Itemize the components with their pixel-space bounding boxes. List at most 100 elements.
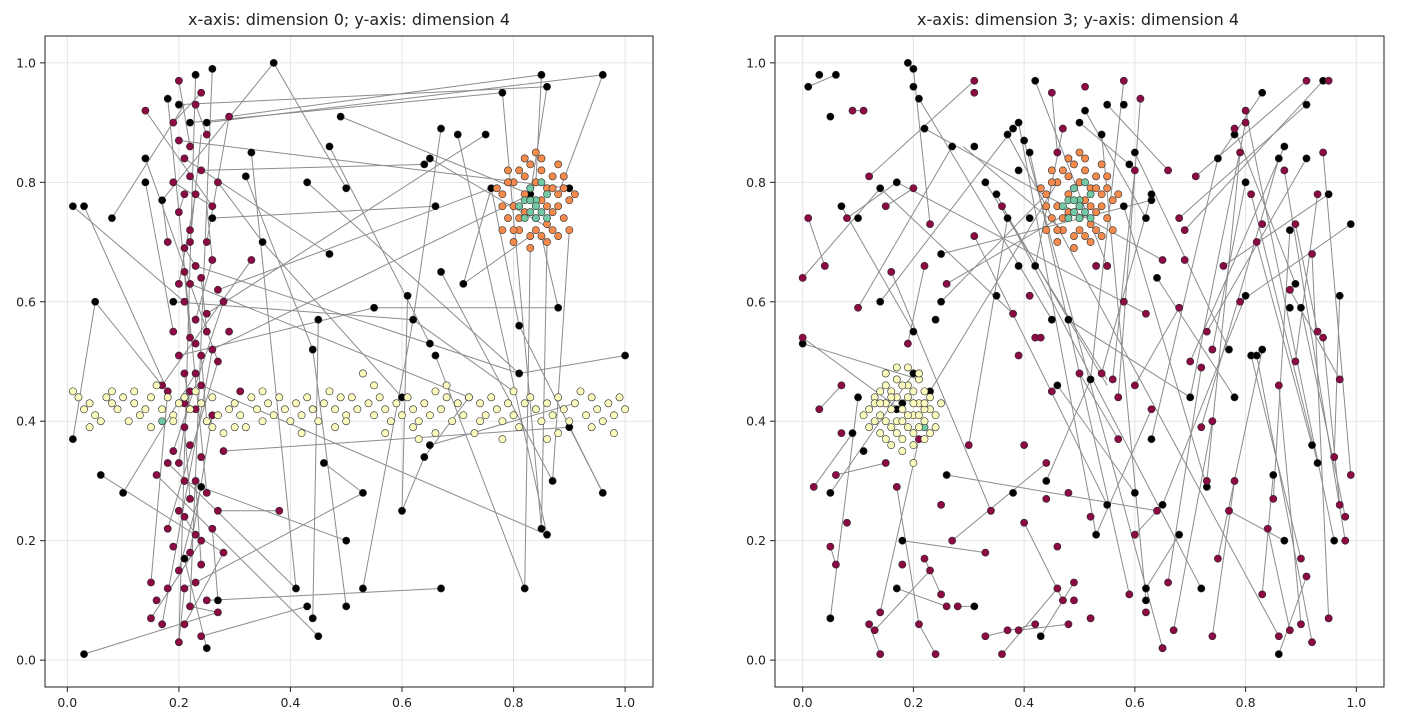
x-tick-label: 1.0 [1346, 695, 1366, 710]
teal-data-point [531, 202, 540, 211]
black-data-point [1258, 88, 1267, 97]
connection-line [1211, 480, 1236, 637]
maroon-data-point [1142, 608, 1150, 617]
maroon-data-point [180, 584, 189, 593]
connection-line [195, 480, 202, 565]
connection-line [818, 385, 842, 410]
maroon-data-point [1070, 578, 1078, 587]
yellow-data-point [409, 423, 418, 432]
yellow-data-point [442, 381, 451, 390]
maroon-data-point [1025, 291, 1034, 300]
maroon-data-point [1236, 148, 1244, 157]
connection-line [946, 205, 1080, 285]
maroon-data-point [1274, 381, 1283, 390]
connection-line [1123, 206, 1208, 488]
maroon-data-point [180, 297, 189, 306]
orange-data-point [1036, 184, 1045, 193]
orange-data-point [1042, 190, 1051, 199]
y-tick-label: 0.0 [16, 653, 36, 668]
maroon-data-point [191, 578, 200, 587]
orange-data-point [498, 202, 507, 211]
maroon-data-point [174, 208, 183, 217]
yellow-data-point [881, 369, 890, 378]
maroon-data-point [1297, 620, 1305, 629]
x-tick-label: 0.6 [392, 695, 412, 710]
connection-line [1134, 307, 1180, 386]
connection-line [1228, 510, 1285, 542]
yellow-data-point [920, 435, 929, 444]
maroon-data-point [1263, 524, 1272, 533]
maroon-data-point [1158, 644, 1167, 653]
connection-line [189, 283, 470, 398]
maroon-data-point [163, 459, 172, 467]
maroon-data-point [1180, 256, 1189, 264]
yellow-data-point [386, 417, 395, 426]
connection-line [184, 492, 364, 589]
black-data-point [1064, 315, 1073, 324]
maroon-data-point [915, 620, 923, 629]
connection-line [1272, 230, 1291, 499]
maroon-data-point [180, 477, 189, 485]
connection-line [1134, 152, 1230, 350]
connection-line [802, 343, 920, 380]
yellow-data-point [615, 393, 624, 402]
yellow-data-point [931, 411, 940, 420]
black-data-point [1230, 393, 1239, 402]
yellow-data-point [186, 405, 194, 414]
maroon-data-point [970, 88, 979, 97]
connection-line [1283, 170, 1346, 541]
orange-data-point [1070, 232, 1078, 240]
black-data-point [1197, 584, 1206, 593]
yellow-data-point [876, 399, 885, 408]
maroon-data-point [1208, 417, 1217, 426]
maroon-data-point [809, 483, 818, 491]
black-data-point [1086, 375, 1095, 384]
connection-line [340, 116, 531, 195]
black-data-point [520, 584, 529, 593]
black-data-point [543, 82, 551, 91]
orange-data-point [548, 208, 557, 217]
yellow-data-point [576, 387, 585, 396]
black-data-point [1175, 530, 1184, 539]
yellow-data-point [236, 411, 245, 420]
maroon-data-point [1335, 500, 1344, 509]
maroon-data-point [1230, 477, 1239, 485]
x-tick-label: 0.8 [1236, 695, 1256, 710]
yellow-data-point [247, 393, 256, 402]
black-data-point [325, 142, 334, 151]
connection-line [412, 319, 514, 392]
yellow-data-point [174, 399, 183, 408]
x-tick-label: 0.2 [169, 695, 189, 710]
connection-line [879, 128, 1014, 303]
maroon-data-point [920, 554, 929, 563]
black-data-point [1346, 220, 1355, 229]
chart-left-frame [44, 35, 654, 688]
connection-line [879, 187, 1014, 315]
yellow-data-point [381, 429, 390, 438]
yellow-data-point [347, 393, 356, 402]
yellow-data-point [308, 405, 317, 414]
maroon-data-point [1285, 626, 1294, 635]
yellow-data-point [74, 393, 83, 402]
orange-data-point [571, 190, 579, 199]
maroon-data-point [1302, 572, 1311, 581]
connection-line [1167, 367, 1202, 583]
maroon-data-point [180, 244, 189, 252]
connection-line [1217, 349, 1263, 559]
y-tick-label: 0.2 [746, 533, 766, 548]
maroon-data-point [981, 632, 990, 641]
black-data-point [992, 190, 1001, 199]
black-data-point [903, 58, 912, 67]
black-data-point [453, 130, 462, 139]
maroon-data-point [180, 190, 189, 199]
yellow-data-point [85, 399, 94, 408]
black-data-point [1274, 650, 1283, 659]
maroon-data-point [1130, 381, 1139, 390]
maroon-data-point [815, 405, 824, 414]
black-data-point [431, 202, 440, 211]
maroon-data-point [1009, 309, 1017, 318]
maroon-data-point [876, 608, 885, 617]
connection-line [1018, 122, 1097, 535]
orange-data-point [1092, 172, 1101, 181]
yellow-data-point [191, 387, 200, 396]
